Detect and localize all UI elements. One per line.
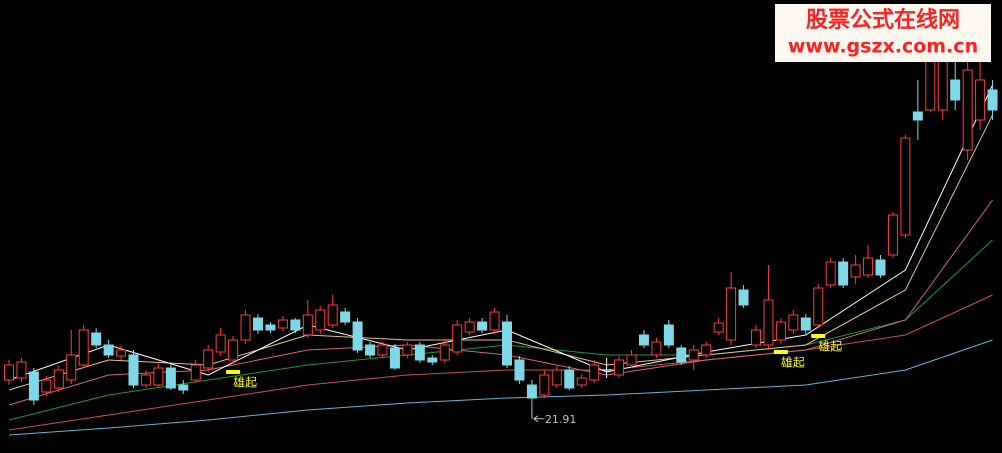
signal-label: 雄起: [233, 375, 257, 390]
candle-body: [315, 309, 326, 331]
candle-body: [215, 334, 226, 353]
candle-body: [452, 324, 463, 353]
candle-body: [775, 321, 786, 341]
watermark-url: www.gszx.com.cn: [788, 36, 978, 58]
candle-body: [153, 367, 164, 386]
candle-body: [614, 359, 625, 376]
moving-average-line: [8, 294, 993, 431]
candle-body: [502, 321, 512, 366]
watermark-box: [775, 4, 991, 62]
candle-body: [975, 79, 986, 121]
candle-body: [838, 261, 849, 286]
candle-body: [439, 344, 450, 361]
candle-body: [887, 214, 898, 256]
candle-body: [4, 364, 14, 381]
candle-body: [28, 371, 39, 401]
signal-label: 雄起: [781, 355, 805, 370]
candle-body: [365, 344, 376, 356]
candle-body: [78, 329, 89, 366]
low-marker-label: 21.91: [545, 413, 577, 426]
candle-body: [987, 89, 998, 111]
signal-mark: [226, 370, 241, 374]
candle-body: [389, 347, 400, 369]
candle-body: [900, 137, 911, 236]
candle-body: [713, 322, 724, 333]
candle-body: [788, 314, 799, 331]
candle-body: [41, 379, 52, 393]
candle-body: [526, 384, 537, 399]
candle-body: [352, 321, 363, 351]
candle-body: [340, 311, 351, 323]
candle-body: [514, 359, 525, 381]
signal-mark: [773, 350, 788, 354]
candle-body: [16, 361, 27, 379]
candle-body: [253, 317, 263, 331]
candle-body: [240, 314, 251, 341]
candle-body: [962, 69, 973, 151]
candle-body: [726, 287, 737, 341]
candle-body: [53, 369, 64, 389]
candle-body: [701, 344, 712, 356]
candle-body: [66, 354, 77, 381]
candle-body: [103, 344, 114, 356]
candle-body: [850, 264, 861, 278]
candle-body: [551, 369, 562, 386]
candle-body: [178, 384, 189, 391]
candle-body: [800, 317, 811, 331]
candle-body: [763, 299, 774, 346]
candle-body: [912, 111, 923, 121]
candle-body: [377, 344, 388, 356]
candle-body: [489, 311, 500, 331]
low-marker-arrow: [533, 415, 544, 423]
moving-average-line: [8, 84, 994, 381]
candle-body: [875, 259, 886, 276]
candle-body: [651, 341, 662, 356]
candle-body: [589, 364, 600, 381]
candle-body: [265, 324, 276, 331]
candle-body: [863, 257, 874, 276]
candle-body: [638, 334, 649, 346]
candle-body: [228, 339, 239, 361]
candle-body: [327, 304, 338, 326]
candle-body: [751, 329, 761, 346]
candle-body: [464, 321, 475, 333]
candle-body: [539, 374, 550, 396]
candle-body: [925, 59, 936, 111]
candle-body: [813, 287, 824, 326]
candle-body: [564, 369, 575, 389]
moving-average-line: [8, 114, 993, 391]
candle-body: [576, 377, 587, 386]
candle-body: [676, 347, 687, 363]
candle-body: [937, 59, 948, 111]
candle-body: [738, 289, 749, 306]
candle-body: [290, 319, 301, 331]
candle-body: [825, 261, 836, 286]
candle-body: [140, 374, 151, 386]
candle-body: [203, 349, 214, 369]
candle-body: [427, 357, 438, 363]
candle-body: [128, 354, 139, 386]
candle-body: [477, 321, 488, 331]
candle-body: [116, 349, 127, 357]
candle-body: [165, 367, 176, 389]
candle-body: [402, 344, 413, 356]
signal-label: 雄起: [818, 339, 842, 354]
moving-average-line: [8, 339, 993, 436]
candle-body: [626, 354, 637, 366]
watermark: 股票公式在线网 www.gszx.com.cn: [775, 4, 991, 62]
signal-mark: [811, 334, 826, 338]
candle-body: [302, 314, 313, 336]
candle-body: [688, 349, 699, 361]
candle-body: [414, 344, 425, 361]
candle-body: [190, 364, 201, 381]
candle-body: [91, 332, 102, 346]
candle-body: [277, 319, 288, 329]
candle-body: [663, 324, 674, 346]
watermark-title: 股票公式在线网: [806, 7, 960, 33]
candle-body: [950, 79, 961, 101]
